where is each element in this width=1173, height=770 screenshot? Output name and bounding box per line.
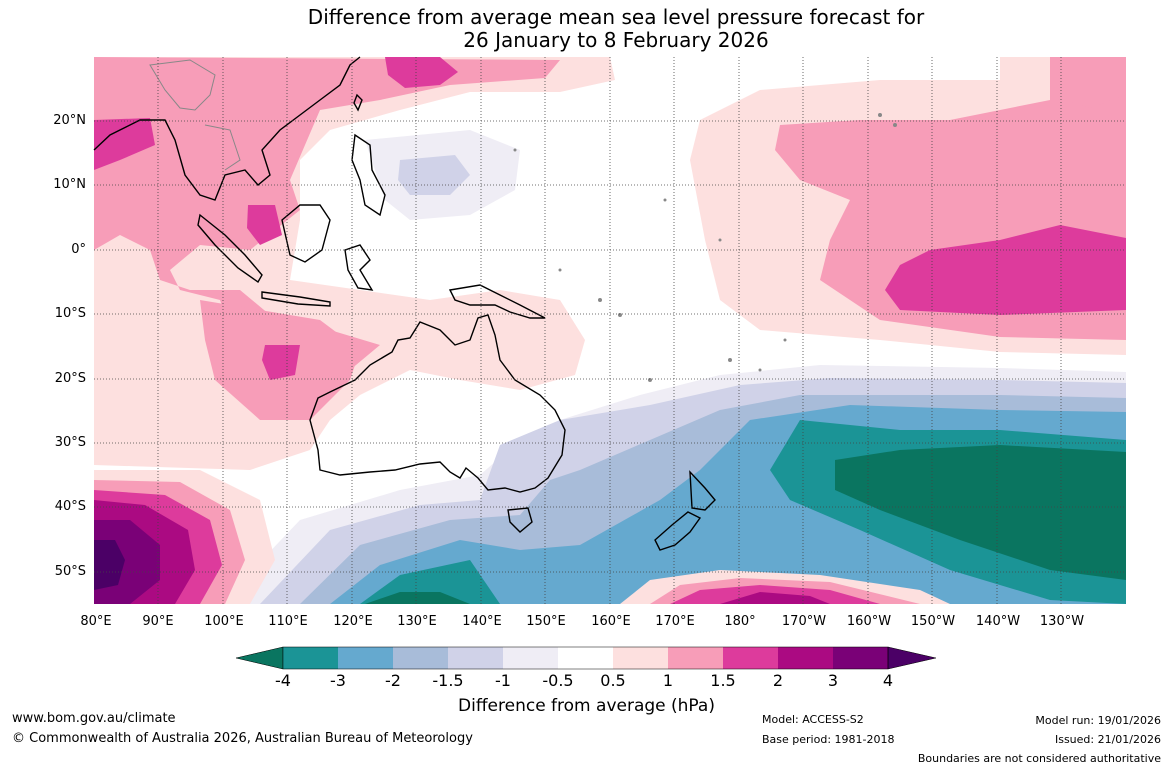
lon-label: 150°W (910, 614, 956, 629)
colorbar-tick: -3 (330, 671, 346, 690)
anomaly-region-south-green-2 (365, 592, 470, 604)
lat-label: 50°S (54, 564, 86, 579)
colorbar-swatch (558, 647, 613, 669)
anomaly-region-nw-dark-1 (94, 118, 155, 170)
anomaly-region-nw-mid (94, 57, 560, 410)
colorbar-extend-low (235, 646, 284, 670)
lon-label: 80°E (80, 614, 112, 629)
sulawesi-coastline (344, 244, 374, 291)
colorbar-tick: 4 (882, 671, 894, 690)
anomaly-region-south-green (835, 445, 1126, 580)
anomaly-region-sw-darkest (94, 540, 125, 590)
new-guinea-coastline (448, 284, 546, 319)
colorbar-swatch (778, 647, 833, 669)
lat-label: 10°S (54, 306, 86, 321)
coastlines (93, 56, 716, 551)
colorbar-extend-high (887, 646, 937, 670)
colorbar (235, 646, 937, 670)
map-title-line1: Difference from average mean sea level p… (307, 5, 925, 29)
anomaly-region-south-teal (360, 560, 500, 604)
colorbar-swatch (448, 647, 503, 669)
country-borders (149, 59, 241, 171)
new-zealand-coastline (654, 470, 716, 551)
lon-label: 90°E (142, 614, 174, 629)
taiwan-coastline (353, 93, 363, 112)
anomaly-region-nw-dark-4 (262, 345, 300, 380)
colorbar-swatch (503, 647, 558, 669)
lon-label: 170°W (781, 614, 827, 629)
lon-label: 150°E (526, 614, 566, 629)
lat-label: 10°N (53, 177, 86, 192)
map-title-line2: 26 January to 8 February 2026 (463, 28, 769, 52)
lat-label: 30°S (54, 435, 86, 450)
lon-label: 100°E (204, 614, 244, 629)
graticule (94, 57, 1126, 604)
colorbar-swatch (668, 647, 723, 669)
model-run-text: Model run: 19/01/2026 (1035, 714, 1161, 727)
lat-label: 20°S (54, 371, 86, 386)
lon-label: 120°E (333, 614, 373, 629)
colorbar-swatch (338, 647, 393, 669)
lon-label: 140°W (975, 614, 1021, 629)
colorbar-tick: 2 (772, 671, 784, 690)
colorbar-tick: 1.5 (710, 671, 736, 690)
anomaly-region-sc-deep (720, 592, 830, 604)
anomaly-region-nw-dark-2 (385, 57, 458, 88)
colorbar-tick: -1 (495, 671, 511, 690)
colorbar-swatch (613, 647, 668, 669)
colorbar-label: Difference from average (hPa) (458, 696, 715, 716)
colorbar-tick: -2 (385, 671, 401, 690)
colorbar-tick: 3 (827, 671, 839, 690)
asia-coastline (93, 56, 361, 201)
colorbar-frame (282, 646, 889, 670)
java-coastline (261, 291, 331, 307)
sumatra-coastline (197, 213, 263, 284)
lon-label: 130°W (1039, 614, 1085, 629)
tasmania-coastline (507, 507, 533, 533)
base-period-text: Base period: 1981-2018 (762, 733, 895, 746)
philippines-coastline (351, 133, 386, 217)
colorbar-swatch (833, 647, 888, 669)
borneo-coastline (281, 204, 331, 263)
colorbar-tick: 0.5 (600, 671, 626, 690)
issued-text: Issued: 21/01/2026 (1054, 733, 1161, 746)
website-link[interactable]: www.bom.gov.au/climate (12, 711, 176, 726)
lon-label: 160°W (846, 614, 892, 629)
lon-label: 160°E (591, 614, 631, 629)
lat-label: 0° (71, 242, 86, 257)
lat-label: 20°N (53, 113, 86, 128)
anomaly-region-nw-dark-3 (247, 205, 282, 245)
anomaly-region-ne-top (1058, 57, 1126, 108)
anomaly-fields (94, 57, 1126, 604)
colorbar-swatch (393, 647, 448, 669)
copyright-text: © Commonwealth of Australia 2026, Austra… (12, 731, 473, 746)
lon-label: 180° (724, 614, 756, 629)
colorbar-tick: -0.5 (542, 671, 574, 690)
australia-coastline (309, 314, 566, 493)
colorbar-tick: 1 (662, 671, 674, 690)
colorbar-tick: -4 (275, 671, 291, 690)
anomaly-region-ne-dark (885, 225, 1126, 315)
lon-label: 170°E (655, 614, 695, 629)
colorbar-swatch (283, 647, 338, 669)
colorbar-tick: -1.5 (432, 671, 464, 690)
boundaries-note: Boundaries are not considered authoritat… (917, 752, 1161, 765)
lat-label: 40°S (54, 499, 86, 514)
lon-label: 130°E (397, 614, 437, 629)
model-text: Model: ACCESS-S2 (762, 713, 864, 726)
colorbar-swatch (723, 647, 778, 669)
lon-label: 110°E (268, 614, 308, 629)
lon-label: 140°E (462, 614, 502, 629)
